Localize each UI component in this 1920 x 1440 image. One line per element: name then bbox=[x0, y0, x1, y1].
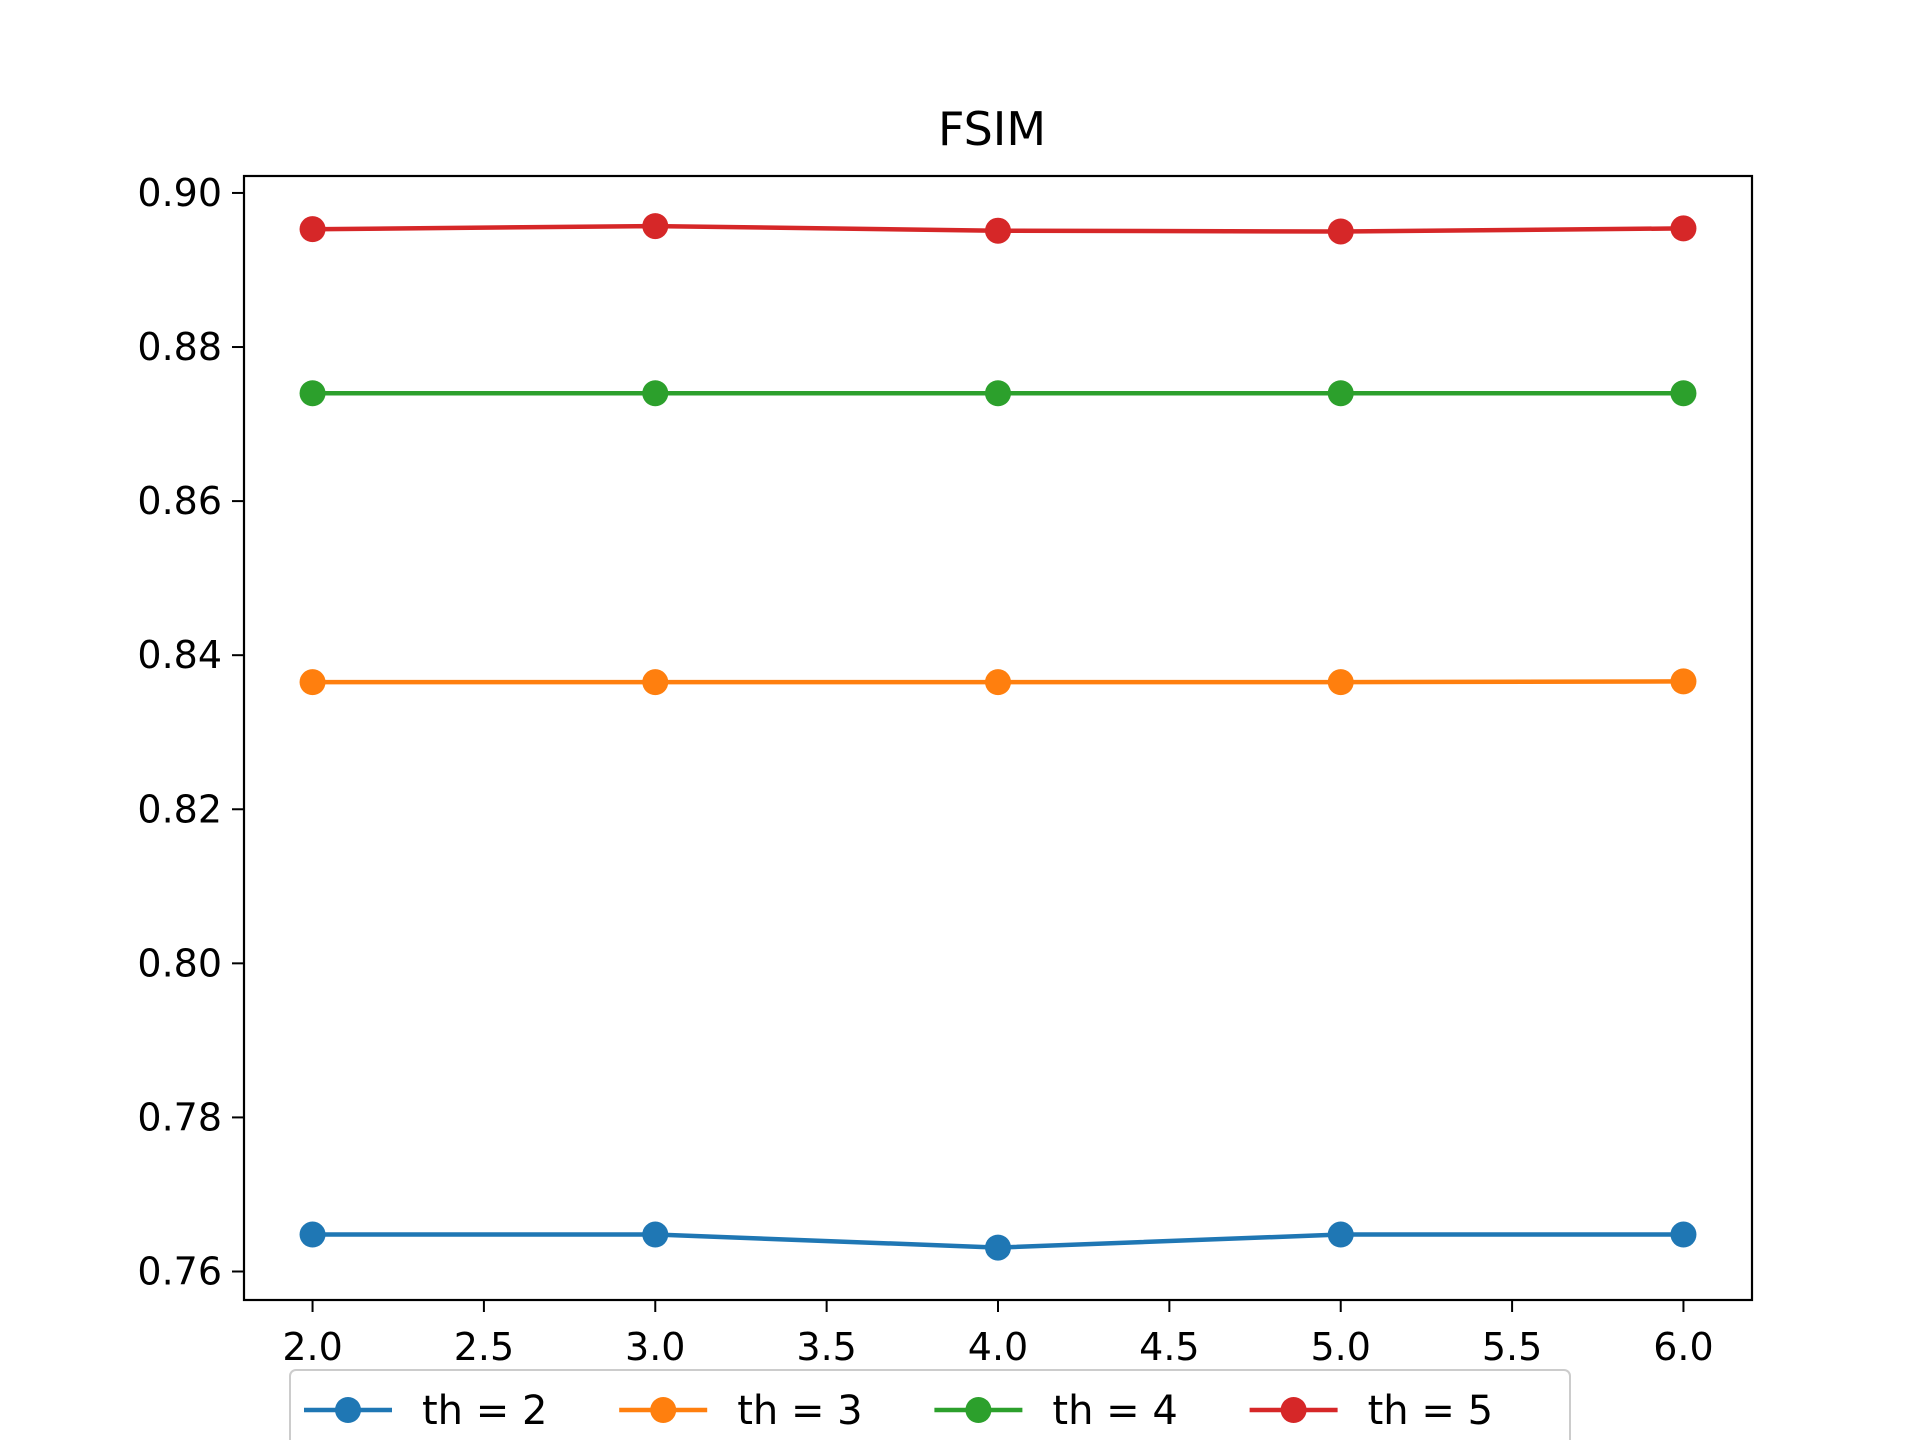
chart-title: FSIM bbox=[938, 102, 1046, 156]
legend: th = 2 th = 3 th = 4 th = 5 bbox=[289, 1369, 1571, 1440]
data-point-th-4 bbox=[1670, 380, 1697, 407]
x-tick-label: 4.5 bbox=[1139, 1325, 1199, 1369]
y-tick-label: 0.78 bbox=[137, 1095, 222, 1139]
legend-label-th-2: th = 2 bbox=[422, 1388, 547, 1434]
legend-box bbox=[289, 1369, 1571, 1440]
x-tick-label: 3.5 bbox=[796, 1325, 856, 1369]
data-point-th-4 bbox=[985, 380, 1011, 407]
data-point-th-2 bbox=[1670, 1221, 1697, 1248]
data-point-th-3 bbox=[985, 669, 1011, 696]
plot-area: 2.0 2.5 3.0 3.5 4.0 4.5 5.0 5.5 6.0 0.76 0.78 0.80 0… bbox=[137, 171, 1754, 1369]
x-tick-label: 2.0 bbox=[282, 1325, 342, 1369]
legend-label-th-3: th = 3 bbox=[737, 1388, 862, 1434]
legend-marker-th-3 bbox=[650, 1397, 677, 1423]
data-point-th-5 bbox=[985, 217, 1011, 244]
x-tick-label: 5.5 bbox=[1482, 1325, 1542, 1369]
y-tick-label: 0.86 bbox=[137, 479, 222, 523]
data-point-th-5 bbox=[1670, 215, 1697, 242]
y-tick-label: 0.80 bbox=[137, 941, 222, 985]
x-tick-label: 6.0 bbox=[1653, 1325, 1713, 1369]
y-tick-label: 0.82 bbox=[137, 787, 222, 831]
x-tick-label: 5.0 bbox=[1311, 1325, 1371, 1369]
data-point-th-5 bbox=[1327, 218, 1354, 245]
data-point-th-3 bbox=[1670, 668, 1697, 695]
y-tick-label: 0.76 bbox=[137, 1249, 222, 1293]
legend-marker-th-5 bbox=[1280, 1397, 1307, 1423]
data-point-th-5 bbox=[299, 216, 326, 243]
data-point-th-4 bbox=[299, 380, 326, 407]
y-tick-label: 0.90 bbox=[137, 171, 222, 215]
data-point-th-3 bbox=[1327, 669, 1354, 696]
data-point-th-2 bbox=[642, 1221, 669, 1248]
legend-marker-th-4 bbox=[965, 1397, 992, 1423]
y-tick-label: 0.88 bbox=[137, 325, 222, 369]
legend-marker-th-2 bbox=[335, 1397, 361, 1423]
y-tick-label: 0.84 bbox=[137, 633, 222, 677]
data-point-th-2 bbox=[299, 1221, 326, 1248]
x-tick-label: 2.5 bbox=[454, 1325, 514, 1369]
data-point-th-4 bbox=[642, 380, 669, 407]
data-point-th-2 bbox=[1327, 1221, 1354, 1248]
data-point-th-3 bbox=[299, 669, 326, 696]
data-point-th-4 bbox=[1327, 380, 1354, 407]
x-tick-label: 3.0 bbox=[625, 1325, 685, 1369]
legend-label-th-4: th = 4 bbox=[1052, 1388, 1177, 1434]
data-point-th-3 bbox=[642, 669, 669, 696]
data-point-th-2 bbox=[985, 1234, 1011, 1261]
legend-label-th-5: th = 5 bbox=[1368, 1388, 1493, 1434]
x-tick-label: 4.0 bbox=[968, 1325, 1028, 1369]
data-point-th-5 bbox=[642, 213, 669, 240]
